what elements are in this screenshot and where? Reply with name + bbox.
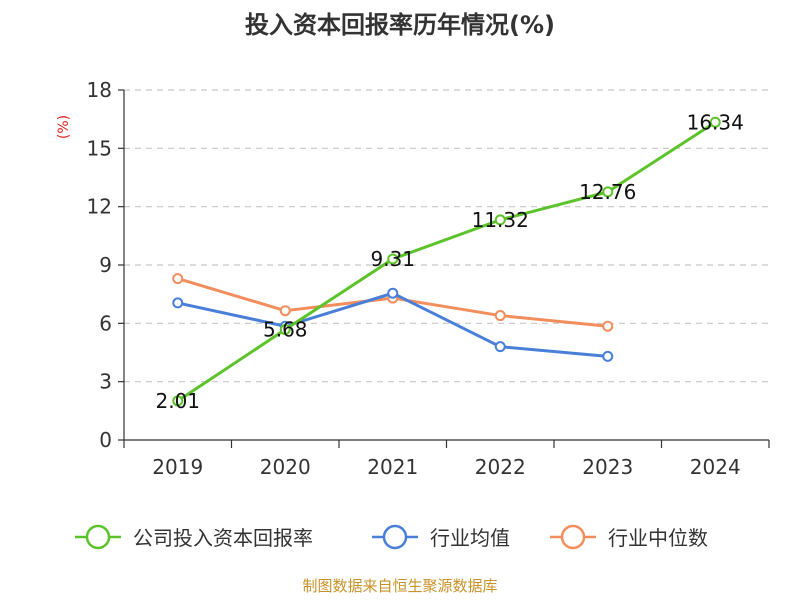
data-label: 16.34 <box>687 110 744 134</box>
data-label: 9.31 <box>370 247 415 271</box>
data-label: 2.01 <box>155 389 200 413</box>
data-label: 5.68 <box>263 318 308 342</box>
y-tick-label: 15 <box>87 136 112 160</box>
data-point <box>387 287 399 299</box>
data-point <box>494 310 506 322</box>
data-labels: 2.01 5.68 9.31 11.32 12.76 16.34 <box>155 110 743 413</box>
data-point <box>172 273 184 285</box>
legend: 公司投入资本回报率 行业均值 行业中位数 <box>75 524 708 550</box>
axes: 0 3 6 9 12 15 18 2019 2020 2021 2022 2023 2024 <box>87 78 770 479</box>
data-point <box>709 116 721 128</box>
x-tick-label: 2023 <box>582 455 633 479</box>
data-point <box>279 324 291 336</box>
x-tick-label: 2021 <box>367 455 418 479</box>
grid-lines <box>124 89 769 383</box>
y-tick-label: 12 <box>87 195 112 219</box>
legend-label: 行业中位数 <box>608 526 708 550</box>
y-tick-label: 9 <box>99 253 112 277</box>
x-tick-label: 2022 <box>475 455 526 479</box>
legend-marker <box>382 524 408 550</box>
data-point <box>602 350 614 362</box>
y-tick-label: 0 <box>99 428 112 452</box>
data-point <box>172 297 184 309</box>
series-group <box>172 116 721 407</box>
data-point <box>602 320 614 332</box>
x-tick-label: 2024 <box>690 455 741 479</box>
legend-marker <box>560 524 586 550</box>
data-label: 11.32 <box>472 208 529 232</box>
x-tick-label: 2020 <box>260 455 311 479</box>
legend-label: 行业均值 <box>430 526 510 550</box>
series-line <box>176 121 717 403</box>
y-tick-label: 18 <box>87 78 112 102</box>
data-point <box>602 186 614 198</box>
data-label: 12.76 <box>579 180 636 204</box>
data-point <box>172 395 184 407</box>
data-point <box>494 341 506 353</box>
x-tick-label: 2019 <box>152 455 203 479</box>
source-note: 制图数据来自恒生聚源数据库 <box>302 577 497 595</box>
data-point <box>494 214 506 226</box>
y-tick-label: 3 <box>99 370 112 394</box>
chart-title: 投入资本回报率历年情况(%) <box>245 11 555 39</box>
y-tick-label: 6 <box>99 311 112 335</box>
y-axis-unit-label: (%) <box>56 115 72 139</box>
data-point <box>387 253 399 265</box>
legend-label: 公司投入资本回报率 <box>133 526 313 550</box>
data-point <box>279 305 291 317</box>
legend-marker <box>85 524 111 550</box>
